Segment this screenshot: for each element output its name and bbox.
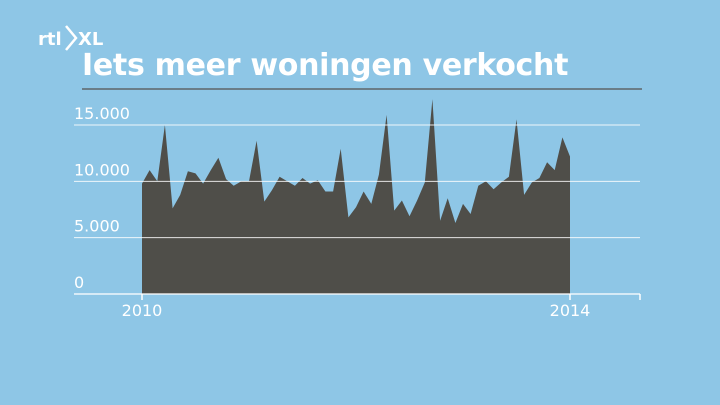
y-tick-label: 10.000 (74, 160, 130, 179)
y-tick-label: 0 (74, 273, 84, 292)
chart-title: Iets meer woningen verkocht (82, 48, 569, 83)
y-axis: 0 5.000 10.000 15.000 (74, 104, 130, 292)
logo-text-xl: XL (78, 29, 103, 50)
logo-chevron-icon (65, 25, 78, 51)
y-tick-label: 15.000 (74, 104, 130, 123)
x-tick-label: 2010 (122, 301, 163, 320)
grid-lines (74, 124, 640, 295)
area-series (142, 99, 570, 294)
x-axis: 2010 2014 (122, 294, 641, 320)
title-divider (82, 88, 642, 90)
x-tick-label: 2014 (550, 301, 591, 320)
logo-text-rtl: rtl (38, 29, 62, 50)
plot-area (142, 99, 570, 294)
rtl-xl-logo: rtl XL (38, 25, 103, 51)
y-tick-label: 5.000 (74, 217, 120, 236)
